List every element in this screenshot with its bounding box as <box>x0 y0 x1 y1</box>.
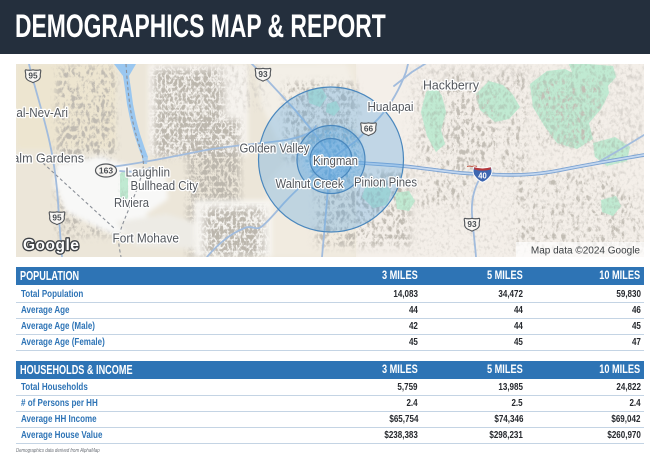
svg-text:Kingman: Kingman <box>313 154 358 168</box>
svg-text:Pinion Pines: Pinion Pines <box>354 175 417 190</box>
svg-text:Riviera: Riviera <box>114 196 149 210</box>
svg-text:40: 40 <box>478 171 487 180</box>
svg-text:93: 93 <box>467 220 477 229</box>
svg-text:Map data ©2024 Google: Map data ©2024 Google <box>531 246 641 257</box>
svg-text:Laughlin: Laughlin <box>126 166 171 180</box>
svg-text:66: 66 <box>364 125 374 134</box>
svg-text:95: 95 <box>52 214 62 223</box>
svg-text:Bullhead City: Bullhead City <box>131 179 199 193</box>
svg-text:95: 95 <box>28 72 38 81</box>
svg-text:Golden Valley: Golden Valley <box>240 141 310 156</box>
svg-text:Hualapai: Hualapai <box>368 100 414 114</box>
svg-text:Palm Gardens: Palm Gardens <box>16 152 84 166</box>
svg-text:Cal-Nev-Ari: Cal-Nev-Ari <box>16 106 68 120</box>
svg-text:93: 93 <box>258 70 268 79</box>
svg-text:Hackberry: Hackberry <box>423 79 480 93</box>
svg-text:Google: Google <box>23 237 79 254</box>
svg-text:Walnut Creek: Walnut Creek <box>276 176 344 191</box>
svg-text:163: 163 <box>99 166 113 176</box>
svg-text:Fort Mohave: Fort Mohave <box>113 232 180 246</box>
